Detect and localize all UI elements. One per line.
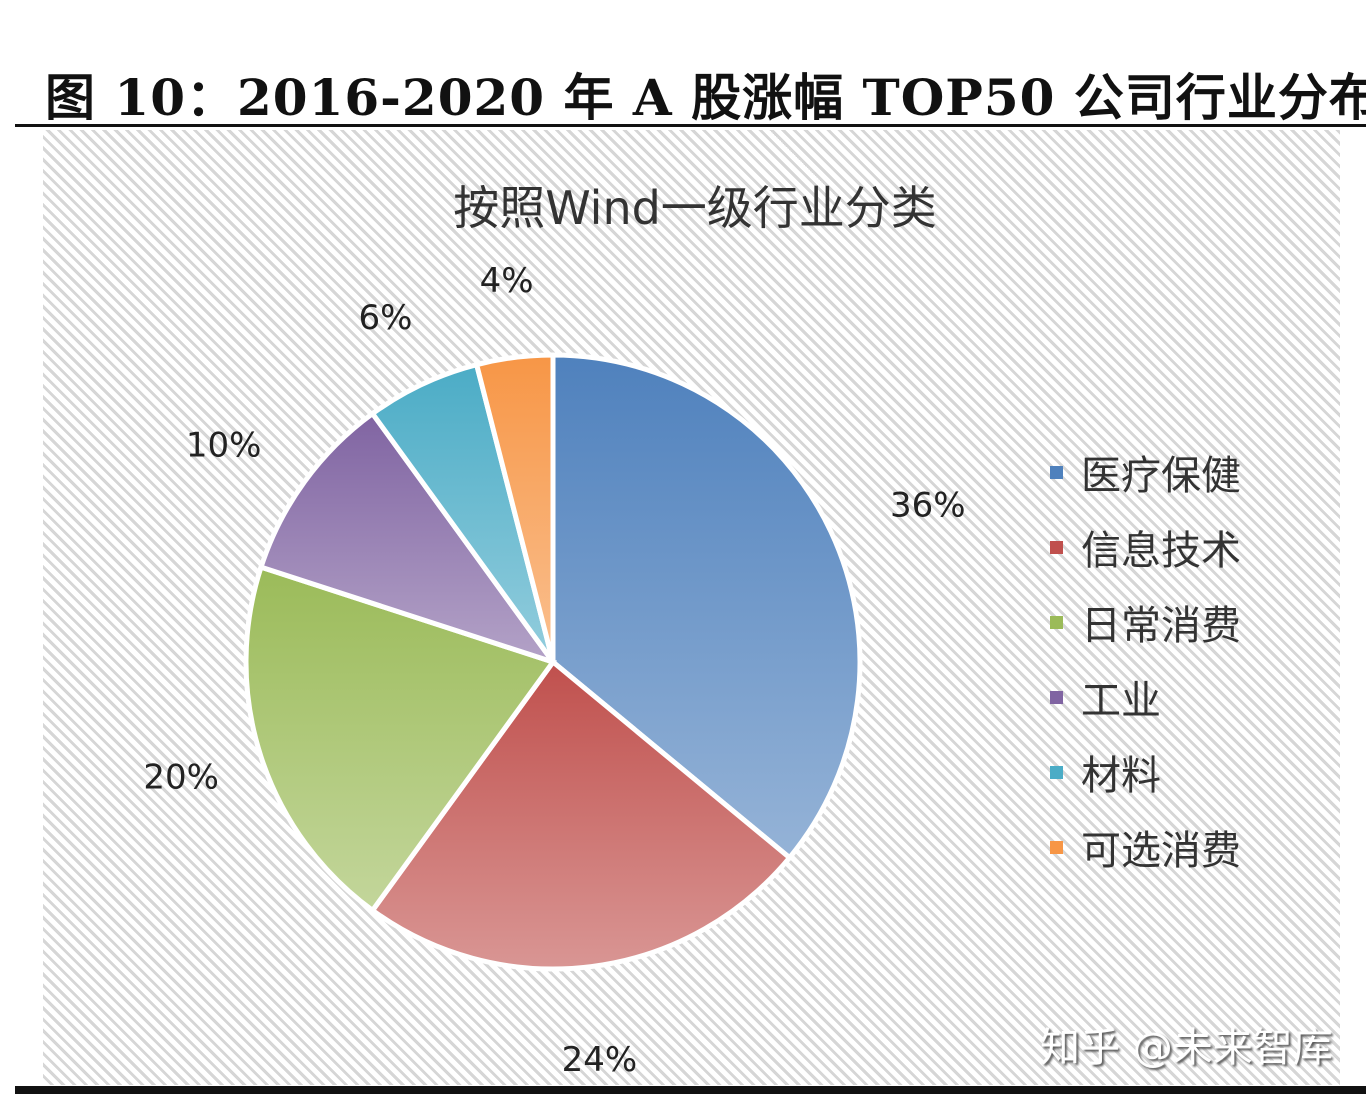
data-label: 20% <box>143 757 219 797</box>
figure-title: 图 10：2016-2020 年 A 股涨幅 TOP50 公司行业分布 <box>45 68 1366 127</box>
legend-label: 可选消费 <box>1081 828 1241 874</box>
legend-swatch <box>1050 840 1063 854</box>
legend-label: 日常消费 <box>1081 603 1241 649</box>
legend-swatch <box>1050 690 1063 704</box>
data-label: 4% <box>480 261 534 301</box>
legend-item: 工业 <box>1050 668 1161 726</box>
legend-swatch <box>1050 540 1063 554</box>
legend-item: 医疗保健 <box>1050 443 1241 501</box>
pie-slice-1 <box>369 658 794 972</box>
legend-swatch <box>1050 465 1063 479</box>
data-label: 6% <box>358 298 412 338</box>
data-label: 36% <box>890 485 966 525</box>
legend-item: 信息技术 <box>1050 518 1241 576</box>
top-rule <box>15 124 1366 127</box>
legend-swatch <box>1050 615 1063 629</box>
legend-label: 医疗保健 <box>1081 453 1241 499</box>
bottom-rule <box>15 1086 1366 1094</box>
legend-item: 材料 <box>1050 743 1161 801</box>
legend-item: 日常消费 <box>1050 593 1241 651</box>
data-label: 24% <box>562 1040 638 1080</box>
legend-label: 工业 <box>1081 678 1161 724</box>
watermark: 知乎 @未来智库 <box>1040 1025 1333 1071</box>
pie-slice-3 <box>257 410 560 667</box>
legend-label: 信息技术 <box>1081 528 1241 574</box>
chart-title: 按照Wind一级行业分类 <box>453 181 937 235</box>
pie-slice-2 <box>243 563 558 914</box>
data-label: 10% <box>186 426 262 466</box>
legend-item: 可选消费 <box>1050 818 1241 876</box>
legend-label: 材料 <box>1081 753 1161 799</box>
pie-slice-0 <box>550 352 863 862</box>
legend-swatch <box>1050 765 1063 779</box>
pie-slice-5 <box>473 352 556 663</box>
